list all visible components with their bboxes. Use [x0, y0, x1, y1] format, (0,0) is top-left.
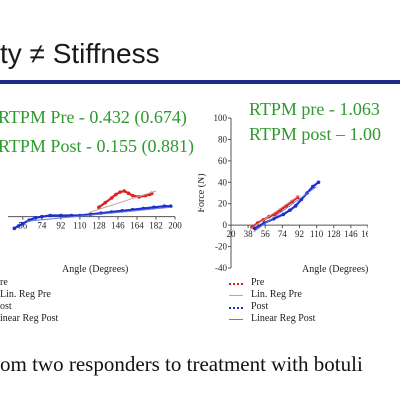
- data-point: [126, 191, 131, 196]
- stat-left-post: RTPM Post - 0.155 (0.881): [0, 136, 194, 156]
- y-axis-label: Force (N): [198, 173, 207, 212]
- y-tick-label: 20: [218, 199, 228, 209]
- data-point: [97, 205, 101, 210]
- series-line: [90, 190, 157, 213]
- x-tick-label: 164: [130, 221, 144, 231]
- data-point: [109, 196, 114, 200]
- title-divider: [0, 80, 400, 84]
- data-point: [114, 192, 118, 197]
- stat-right-pre: RTPM pre - 1.063: [249, 99, 380, 119]
- legend-label: Lin. Reg Pre: [0, 289, 51, 300]
- x-tick-label: 110: [310, 229, 324, 239]
- left-chart: 56 74 92 110 128 146 164 182 200: [8, 189, 182, 231]
- x-tick-label: 164: [361, 229, 368, 239]
- x-tick-label: 74: [37, 221, 47, 231]
- legend-label: Lin. Reg Pre: [251, 289, 302, 300]
- series-line: [253, 186, 317, 233]
- right-x-axis-label: Angle (Degrees): [302, 264, 369, 275]
- legend-swatch: [229, 307, 243, 309]
- stat-right-post: RTPM post – 1.00: [249, 124, 381, 144]
- y-tick-label: 60: [218, 156, 228, 166]
- slide-title: ty ≠ Stiffness: [0, 38, 160, 69]
- series-line: [98, 189, 153, 209]
- y-tick-label: -20: [215, 242, 227, 252]
- series-line: [249, 194, 300, 230]
- data-point: [288, 208, 292, 212]
- data-point: [16, 224, 21, 228]
- legend-swatch: [229, 283, 243, 285]
- data-point: [252, 226, 257, 231]
- y-tick-label: 80: [218, 134, 228, 144]
- legend-label: ost: [0, 301, 12, 312]
- series-line: [26, 206, 171, 222]
- x-tick-label: 56: [18, 221, 28, 231]
- right-chart: 2038567492110128146164-40-20020406080100…: [198, 113, 368, 273]
- y-tick-label: -40: [215, 263, 227, 273]
- x-tick-label: 146: [111, 221, 125, 231]
- legend-label: Linear Reg Post: [251, 313, 316, 324]
- data-point: [20, 221, 25, 226]
- left-x-axis-label: Angle (Degrees): [62, 264, 129, 275]
- legend-label: Pre: [251, 277, 265, 288]
- legend-label: Post: [251, 301, 269, 312]
- legend-swatch: [229, 319, 243, 320]
- legend-swatch: [229, 295, 243, 296]
- y-tick-label: 40: [218, 177, 228, 187]
- stat-left-pre: RTPM Pre - 0.432 (0.674): [0, 107, 187, 127]
- data-point: [162, 204, 167, 208]
- data-point: [281, 212, 286, 217]
- data-point: [40, 214, 44, 219]
- x-tick-label: 92: [295, 229, 304, 239]
- data-point: [311, 184, 315, 189]
- x-tick-label: 182: [149, 221, 163, 231]
- legend-label: inear Reg Post: [0, 313, 59, 324]
- y-tick-label: 0: [223, 220, 228, 230]
- legend-label: re: [0, 277, 8, 288]
- x-tick-label: 92: [56, 221, 65, 231]
- x-tick-label: 128: [92, 221, 106, 231]
- x-tick-label: 56: [261, 229, 271, 239]
- data-point: [293, 204, 298, 208]
- x-tick-label: 200: [168, 221, 182, 231]
- data-point: [152, 205, 156, 210]
- data-point: [118, 190, 122, 194]
- y-tick-label: 100: [214, 113, 228, 123]
- x-tick-label: 74: [278, 229, 288, 239]
- x-tick-label: 128: [327, 229, 341, 239]
- x-tick-label: 38: [244, 229, 254, 239]
- data-point: [48, 213, 53, 218]
- data-point: [59, 213, 63, 218]
- x-tick-label: 110: [73, 221, 87, 231]
- data-point: [103, 200, 108, 205]
- x-tick-label: 146: [344, 229, 358, 239]
- slide-caption: om two responders to treatment with botu…: [0, 352, 363, 376]
- data-point: [130, 193, 135, 198]
- data-point: [33, 216, 38, 220]
- data-point: [122, 189, 127, 193]
- x-tick-label: 20: [227, 229, 237, 239]
- data-point: [12, 226, 17, 231]
- data-point: [316, 180, 321, 185]
